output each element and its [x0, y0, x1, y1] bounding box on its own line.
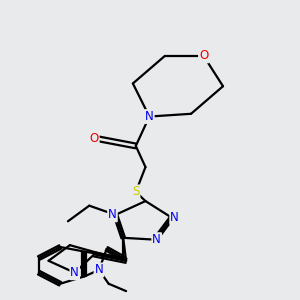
Text: O: O	[199, 50, 208, 62]
Text: N: N	[152, 233, 161, 246]
Text: N: N	[108, 208, 117, 221]
Text: N: N	[145, 110, 154, 123]
Text: N: N	[94, 263, 103, 277]
Text: N: N	[170, 211, 179, 224]
Text: O: O	[89, 132, 99, 145]
Text: S: S	[132, 185, 140, 198]
Text: N: N	[70, 266, 79, 279]
